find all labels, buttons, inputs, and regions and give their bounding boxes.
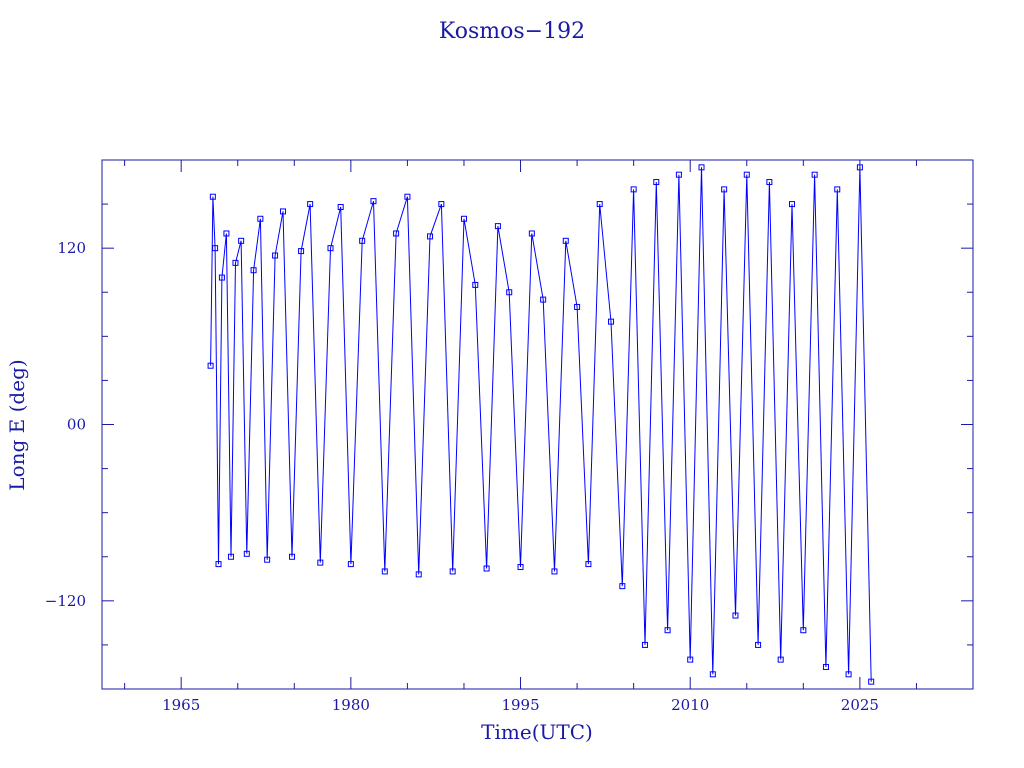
data-point xyxy=(868,678,875,685)
data-point xyxy=(687,656,694,663)
x-tick-label: 1965 xyxy=(162,696,200,714)
data-point xyxy=(218,274,225,281)
data-point xyxy=(811,171,818,178)
data-point xyxy=(822,663,829,670)
data-point xyxy=(415,571,422,578)
data-point xyxy=(289,553,296,560)
data-point xyxy=(574,303,581,310)
axis-ticks: 1965 1980 1995 2010 2025 −120 00 120 xyxy=(45,159,974,714)
data-point xyxy=(279,208,286,215)
x-tick-label: 2025 xyxy=(841,696,879,714)
data-point xyxy=(460,215,467,222)
data-point xyxy=(528,230,535,237)
data-point xyxy=(517,564,524,571)
data-point xyxy=(449,568,456,575)
data-point xyxy=(327,245,334,252)
data-point xyxy=(777,656,784,663)
data-point xyxy=(721,186,728,193)
series-line xyxy=(210,167,872,682)
data-point xyxy=(641,641,648,648)
data-point xyxy=(834,186,841,193)
data-point xyxy=(630,186,637,193)
data-point xyxy=(506,289,513,296)
data-point xyxy=(347,561,354,568)
data-point xyxy=(264,556,271,563)
data-point xyxy=(732,612,739,619)
data-layer xyxy=(207,164,875,685)
chart-title: Kosmos−192 xyxy=(439,19,585,44)
data-point xyxy=(238,237,245,244)
data-point xyxy=(743,171,750,178)
data-point xyxy=(540,296,547,303)
data-point xyxy=(585,561,592,568)
x-tick-label: 1995 xyxy=(501,696,539,714)
data-point xyxy=(427,233,434,240)
data-point xyxy=(207,362,214,369)
data-point xyxy=(223,230,230,237)
data-point xyxy=(257,215,264,222)
data-point xyxy=(393,230,400,237)
y-tick-label: 00 xyxy=(67,416,86,434)
data-point xyxy=(551,568,558,575)
data-point xyxy=(438,201,445,208)
x-axis-label: Time(UTC) xyxy=(481,720,593,744)
data-point xyxy=(212,245,219,252)
data-point xyxy=(472,281,479,288)
data-point xyxy=(596,201,603,208)
data-point xyxy=(789,201,796,208)
data-point xyxy=(653,179,660,186)
data-point xyxy=(675,171,682,178)
data-point xyxy=(307,201,314,208)
data-point xyxy=(483,565,490,572)
data-point xyxy=(298,248,305,255)
data-point xyxy=(562,237,569,244)
data-point xyxy=(272,252,279,259)
y-tick-label: 120 xyxy=(57,239,86,257)
data-point xyxy=(709,671,716,678)
data-point xyxy=(494,223,501,230)
data-point xyxy=(608,318,615,325)
data-point xyxy=(800,627,807,634)
data-point xyxy=(370,198,377,205)
data-point xyxy=(317,559,324,566)
x-tick-label: 2010 xyxy=(671,696,709,714)
data-point xyxy=(404,193,411,200)
data-point xyxy=(664,627,671,634)
data-point xyxy=(209,193,216,200)
data-point xyxy=(766,179,773,186)
data-point xyxy=(381,568,388,575)
x-tick-label: 1980 xyxy=(332,696,370,714)
y-tick-label: −120 xyxy=(45,592,86,610)
data-point xyxy=(215,561,222,568)
data-point xyxy=(698,164,705,171)
data-point xyxy=(619,583,626,590)
data-point xyxy=(755,641,762,648)
data-point xyxy=(243,550,250,557)
data-point xyxy=(359,237,366,244)
y-axis-label: Long E (deg) xyxy=(5,359,29,490)
data-point xyxy=(232,259,239,266)
data-point xyxy=(845,671,852,678)
data-point xyxy=(250,267,257,274)
data-point xyxy=(337,204,344,211)
data-point xyxy=(227,553,234,560)
